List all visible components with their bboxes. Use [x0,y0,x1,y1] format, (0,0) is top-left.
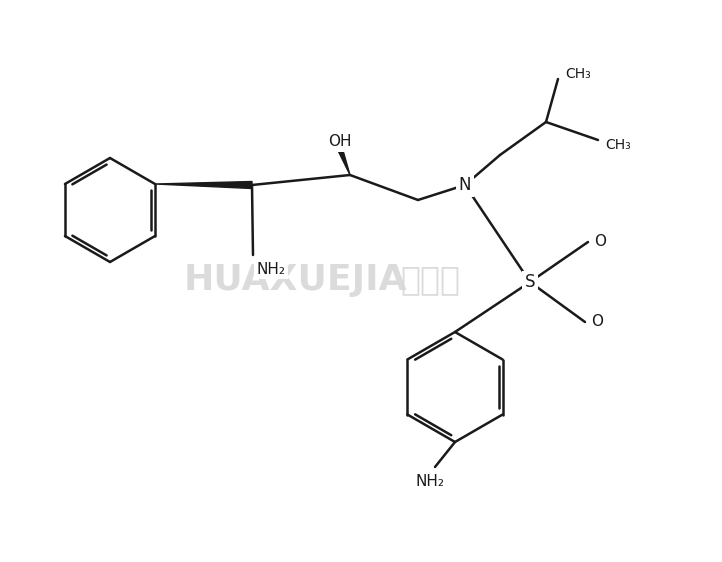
Text: O: O [594,234,606,250]
Text: N: N [458,176,471,194]
Text: 化学家: 化学家 [400,264,460,297]
Text: NH₂: NH₂ [415,474,445,488]
Text: S: S [525,273,535,291]
Polygon shape [338,148,350,175]
Text: HUAXUEJIA: HUAXUEJIA [183,263,406,297]
Text: CH₃: CH₃ [565,67,591,81]
Polygon shape [155,182,252,188]
Text: O: O [591,315,603,329]
Text: NH₂: NH₂ [256,261,285,277]
Text: CH₃: CH₃ [605,138,631,152]
Text: OH: OH [329,134,352,149]
